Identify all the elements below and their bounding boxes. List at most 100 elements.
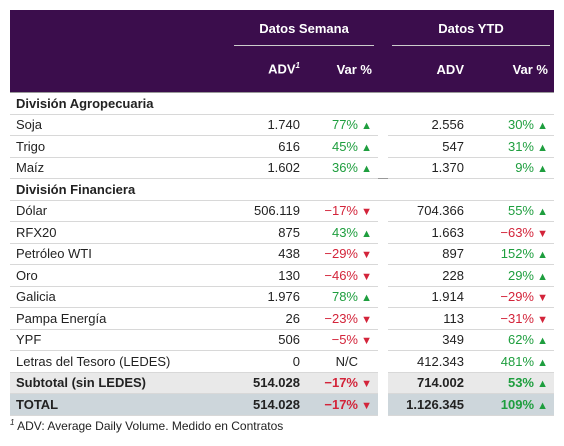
table-header: Datos Semana Datos YTD ADV1 Var % ADV Var % [10, 10, 554, 93]
adv-value: 514.028 [253, 396, 300, 412]
group-header: Datos YTD [388, 10, 554, 46]
table-row: RFX20 875 43% ▲ 1.663 −63% ▼ [10, 221, 554, 244]
var-value: 78% [331, 289, 358, 305]
adv-cell: 1.914 [388, 286, 470, 308]
table-row: Soja 1.740 77% ▲ 2.556 30% ▲ [10, 114, 554, 136]
adv-value: 349 [442, 332, 464, 348]
row-label: RFX20 [10, 221, 230, 244]
footnote-marker: 1 [10, 418, 15, 427]
footnote: 1 ADV: Average Daily Volume. Medido en C… [10, 418, 283, 433]
var-cell: −31% ▼ [470, 307, 554, 330]
var-cell: 30% ▲ [470, 114, 554, 136]
trend-arrow: ▲ [537, 270, 548, 283]
adv-value: 506.119 [253, 203, 300, 219]
trend-arrow: ▼ [361, 270, 372, 283]
table-row: Maíz 1.602 36% ▲ 1.370 9% ▲ [10, 157, 554, 179]
var-value: 55% [507, 203, 534, 219]
var-value: 31% [507, 138, 534, 154]
var-cell: 53% ▲ [470, 372, 554, 394]
trend-arrow: ▼ [537, 227, 548, 240]
var-cell: −17% ▼ [306, 200, 378, 222]
adv-value: 0 [292, 353, 300, 369]
var-cell: −29% ▼ [306, 243, 378, 265]
section-row: División Financiera [10, 178, 554, 201]
gap [378, 200, 388, 222]
trend-arrow: ▼ [361, 399, 372, 412]
adv-value: 412.343 [417, 353, 464, 369]
trend-arrow: ▼ [361, 249, 372, 262]
var-value: 9% [515, 160, 534, 176]
adv-value: 506 [278, 332, 300, 348]
var-value: −5% [331, 332, 358, 348]
adv-cell: 228 [388, 264, 470, 287]
column-header: Var % [306, 46, 378, 93]
var-value: 62% [507, 332, 534, 348]
var-cell: 77% ▲ [306, 114, 378, 136]
adv-cell: 875 [230, 221, 306, 244]
adv-value: 228 [442, 267, 464, 283]
adv-value: 2.556 [431, 117, 464, 133]
section-title: División Financiera [10, 178, 554, 201]
table-row: TOTAL 514.028 −17% ▼ 1.126.345 109% ▲ [10, 393, 554, 416]
adv-value: 113 [443, 310, 464, 326]
var-cell: 481% ▲ [470, 350, 554, 373]
adv-value: 897 [442, 246, 464, 262]
adv-cell: 1.602 [230, 157, 306, 179]
trend-arrow: ▼ [537, 292, 548, 305]
column-header-text: Var % [336, 61, 372, 77]
footnote-text: ADV: Average Daily Volume. Medido en Con… [17, 419, 284, 433]
var-value: 36% [331, 160, 358, 176]
var-value: 43% [331, 224, 358, 240]
gap [378, 286, 388, 308]
row-label: TOTAL [10, 393, 230, 416]
table-row: Letras del Tesoro (LEDES) 0 N/C 412.343 481%… [10, 350, 554, 373]
var-value: 152% [500, 246, 534, 262]
trend-arrow: ▲ [537, 378, 548, 391]
trend-arrow: ▲ [537, 206, 548, 219]
var-value: −17% [324, 203, 358, 219]
trend-arrow: ▲ [537, 335, 548, 348]
var-cell: −63% ▼ [470, 221, 554, 244]
adv-value: 875 [278, 224, 300, 240]
row-label: Galicia [10, 286, 230, 308]
adv-value: 26 [285, 310, 300, 326]
row-label: Oro [10, 264, 230, 287]
group-header: Datos Semana [230, 10, 378, 46]
column-header-text: Var % [512, 61, 548, 77]
adv-cell: 514.028 [230, 372, 306, 394]
gap [378, 243, 388, 265]
trend-arrow: ▲ [361, 141, 372, 154]
trend-arrow: ▼ [537, 313, 548, 326]
adv-cell: 438 [230, 243, 306, 265]
adv-value: 1.370 [431, 160, 464, 176]
var-cell: −5% ▼ [306, 329, 378, 351]
trend-arrow: ▲ [537, 163, 548, 176]
var-value: −29% [500, 289, 534, 305]
column-header: ADV1 [230, 46, 306, 93]
var-cell: −17% ▼ [306, 372, 378, 394]
adv-cell: 897 [388, 243, 470, 265]
var-cell: 152% ▲ [470, 243, 554, 265]
var-value: 53% [507, 375, 534, 391]
table-row: Petróleo WTI 438 −29% ▼ 897 152% ▲ [10, 243, 554, 265]
column-header-row: ADV1 Var % ADV Var % [10, 46, 554, 93]
var-cell: 31% ▲ [470, 135, 554, 158]
adv-cell: 0 [230, 350, 306, 373]
trend-arrow: ▲ [537, 120, 548, 133]
var-value: 29% [507, 267, 534, 283]
table-row: YPF 506 −5% ▼ 349 62% ▲ [10, 329, 554, 351]
column-header-text: ADV [436, 61, 464, 77]
var-value: 30% [507, 117, 534, 133]
table-row: Pampa Energía 26 −23% ▼ 113 −31% ▼ [10, 307, 554, 330]
table-row: Dólar 506.119 −17% ▼ 704.366 55% ▲ [10, 200, 554, 222]
var-value: −46% [324, 267, 358, 283]
adv-value: 1.914 [431, 289, 464, 305]
var-cell: 78% ▲ [306, 286, 378, 308]
adv-cell: 506 [230, 329, 306, 351]
adv-cell: 412.343 [388, 350, 470, 373]
trend-arrow: ▲ [361, 163, 372, 176]
row-label: Petróleo WTI [10, 243, 230, 265]
trend-arrow: ▼ [361, 313, 372, 326]
gap [378, 308, 388, 330]
